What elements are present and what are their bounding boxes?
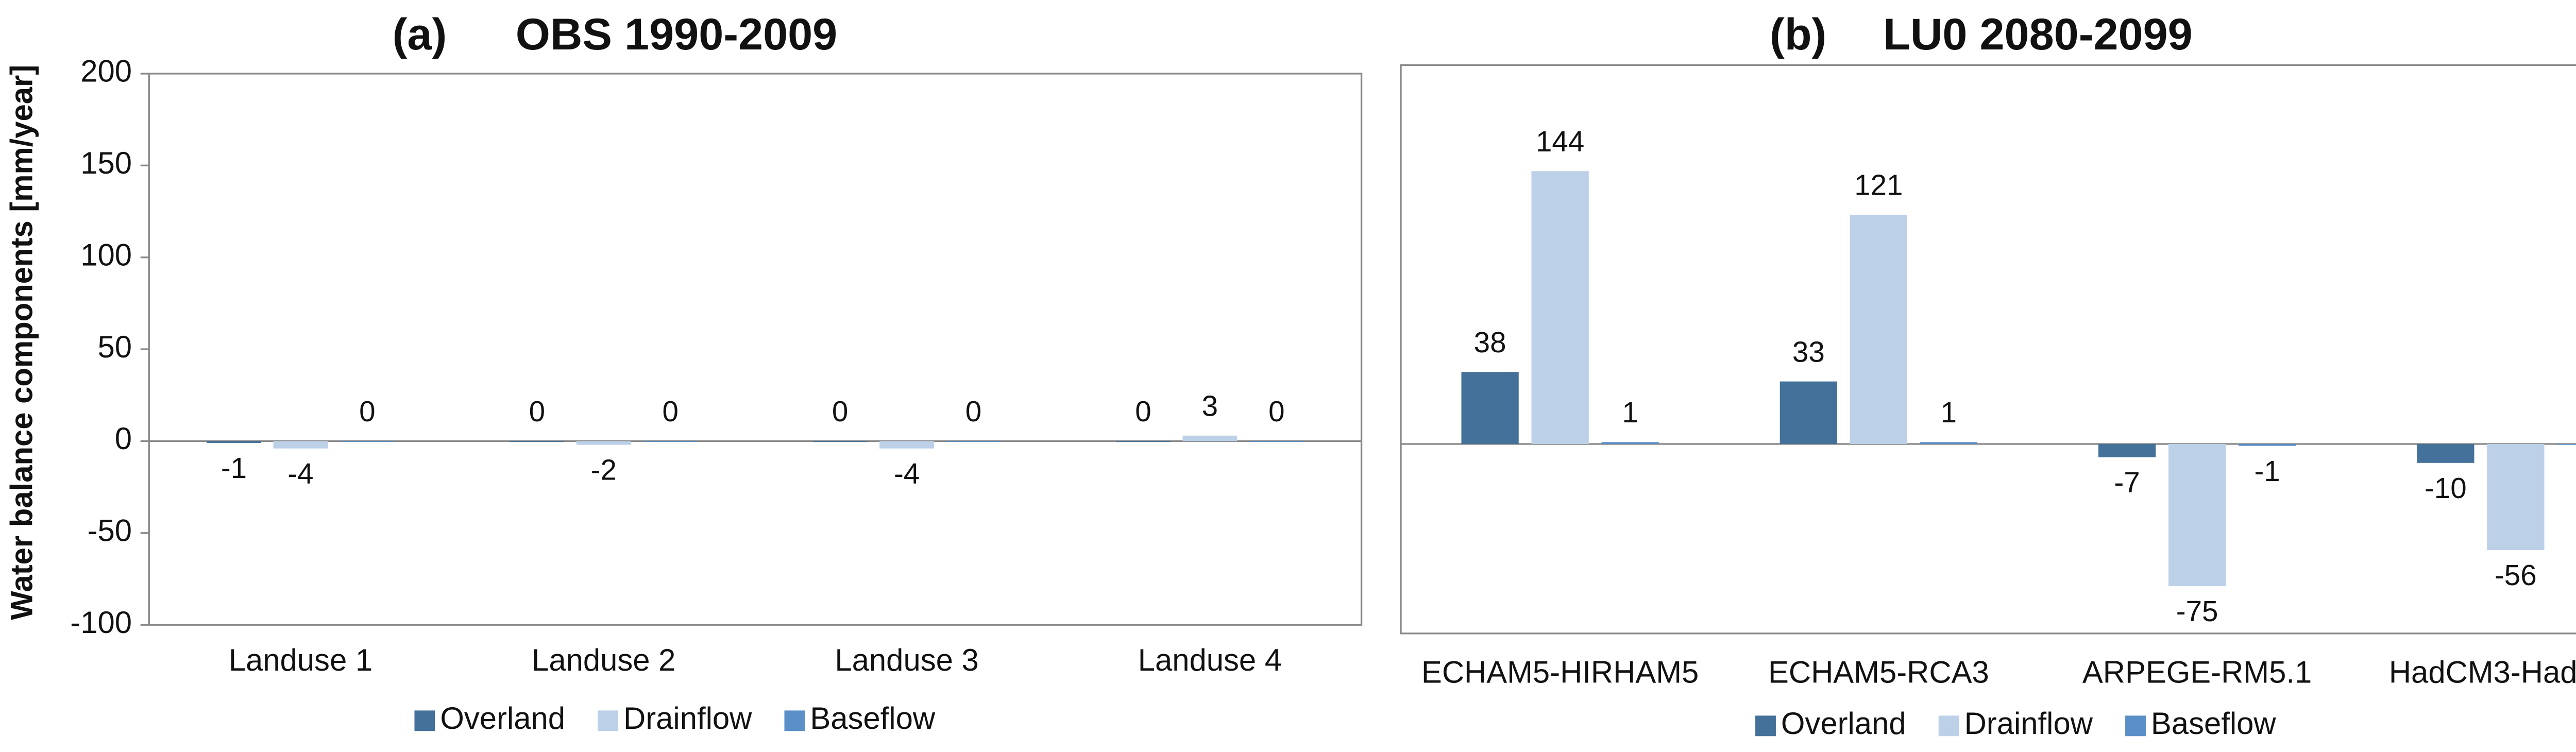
bar <box>643 441 698 442</box>
data-label: 0 <box>529 395 545 428</box>
bar <box>1780 381 1837 444</box>
data-label: -56 <box>2495 559 2537 591</box>
y-tick-label: 0 <box>115 421 132 456</box>
chart-title: LU0 2080-2099 <box>1883 10 2192 59</box>
legend-swatch <box>414 710 435 731</box>
x-tick-label: Landuse 3 <box>835 643 978 677</box>
legend-label: Overland <box>1781 706 1906 741</box>
x-tick-label: Landuse 1 <box>229 643 372 677</box>
plot-frame <box>1400 64 2576 635</box>
panel-label: (b) <box>1770 10 1826 59</box>
legend-swatch <box>784 710 805 731</box>
legend-swatch <box>2125 715 2146 737</box>
bar <box>1249 441 1304 442</box>
data-label: 38 <box>1474 326 1506 358</box>
legend-swatch <box>1938 715 1959 737</box>
bar <box>2168 443 2226 586</box>
data-label: -1 <box>2254 455 2280 487</box>
plot-frame <box>148 73 1363 626</box>
legend-label: Drainflow <box>623 701 752 736</box>
data-label: 0 <box>965 395 981 428</box>
bar <box>2238 443 2296 446</box>
x-tick-label: ECHAM5-HIRHAM5 <box>1421 655 1699 689</box>
y-tick-label: -100 <box>70 605 132 640</box>
legend-label: Overland <box>440 701 565 736</box>
bar <box>1182 435 1238 441</box>
x-tick-label: ARPEGE-RM5.1 <box>2082 655 2312 689</box>
bar <box>812 441 868 442</box>
data-label: 0 <box>359 395 375 428</box>
bar <box>946 441 1001 442</box>
chart-title: OBS 1990-2009 <box>516 10 837 59</box>
data-label: -75 <box>2176 595 2218 627</box>
data-label: 0 <box>832 395 848 428</box>
data-label: -2 <box>591 454 617 486</box>
data-label: -4 <box>287 457 313 490</box>
legend-label: Drainflow <box>1964 706 2093 741</box>
bar <box>340 441 395 442</box>
data-label: 144 <box>1536 125 1584 158</box>
legend-swatch <box>1755 715 1776 737</box>
data-label: 1 <box>1622 396 1638 429</box>
bar <box>1850 214 1908 444</box>
y-tick-label: -50 <box>88 514 132 548</box>
data-label: 0 <box>662 395 678 428</box>
y-tick-label: 50 <box>98 330 132 364</box>
data-label: 0 <box>1135 395 1151 428</box>
legend-label: Baseflow <box>810 701 936 736</box>
bar <box>207 441 261 443</box>
data-label: 1 <box>1941 396 1957 429</box>
x-tick-label: ECHAM5-RCA3 <box>1768 655 1989 689</box>
bar <box>1920 442 1978 444</box>
legend-label: Baseflow <box>2151 706 2277 741</box>
x-tick-label: HadCM3-HadRM3 <box>2389 655 2576 689</box>
y-tick-label: 200 <box>80 54 132 89</box>
y-axis-label: Water balance components [mm/year] <box>4 65 39 620</box>
bar <box>273 441 328 449</box>
bar <box>879 441 935 449</box>
data-label: 3 <box>1202 389 1218 422</box>
data-label: 121 <box>1854 169 1903 201</box>
data-label: -10 <box>2425 472 2467 504</box>
data-label: 33 <box>1792 335 1825 368</box>
data-label: 0 <box>1268 395 1284 428</box>
bar <box>510 441 565 442</box>
data-label: -4 <box>894 457 920 490</box>
x-tick-label: Landuse 2 <box>532 643 675 677</box>
bar <box>2417 443 2475 463</box>
y-tick-label: 150 <box>80 146 132 180</box>
panel-label: (a) <box>393 10 447 59</box>
bar <box>1116 441 1171 442</box>
data-label: -1 <box>221 452 247 484</box>
bar <box>1461 372 1519 444</box>
bar <box>1601 442 1659 444</box>
bar <box>2098 443 2156 457</box>
bar <box>2487 443 2545 550</box>
legend-swatch <box>598 710 619 731</box>
bar <box>576 441 631 445</box>
y-tick-label: 100 <box>80 237 132 272</box>
bar <box>2557 443 2576 445</box>
data-label: -7 <box>2114 466 2140 499</box>
x-tick-label: Landuse 4 <box>1138 643 1282 677</box>
bar <box>1531 171 1589 444</box>
